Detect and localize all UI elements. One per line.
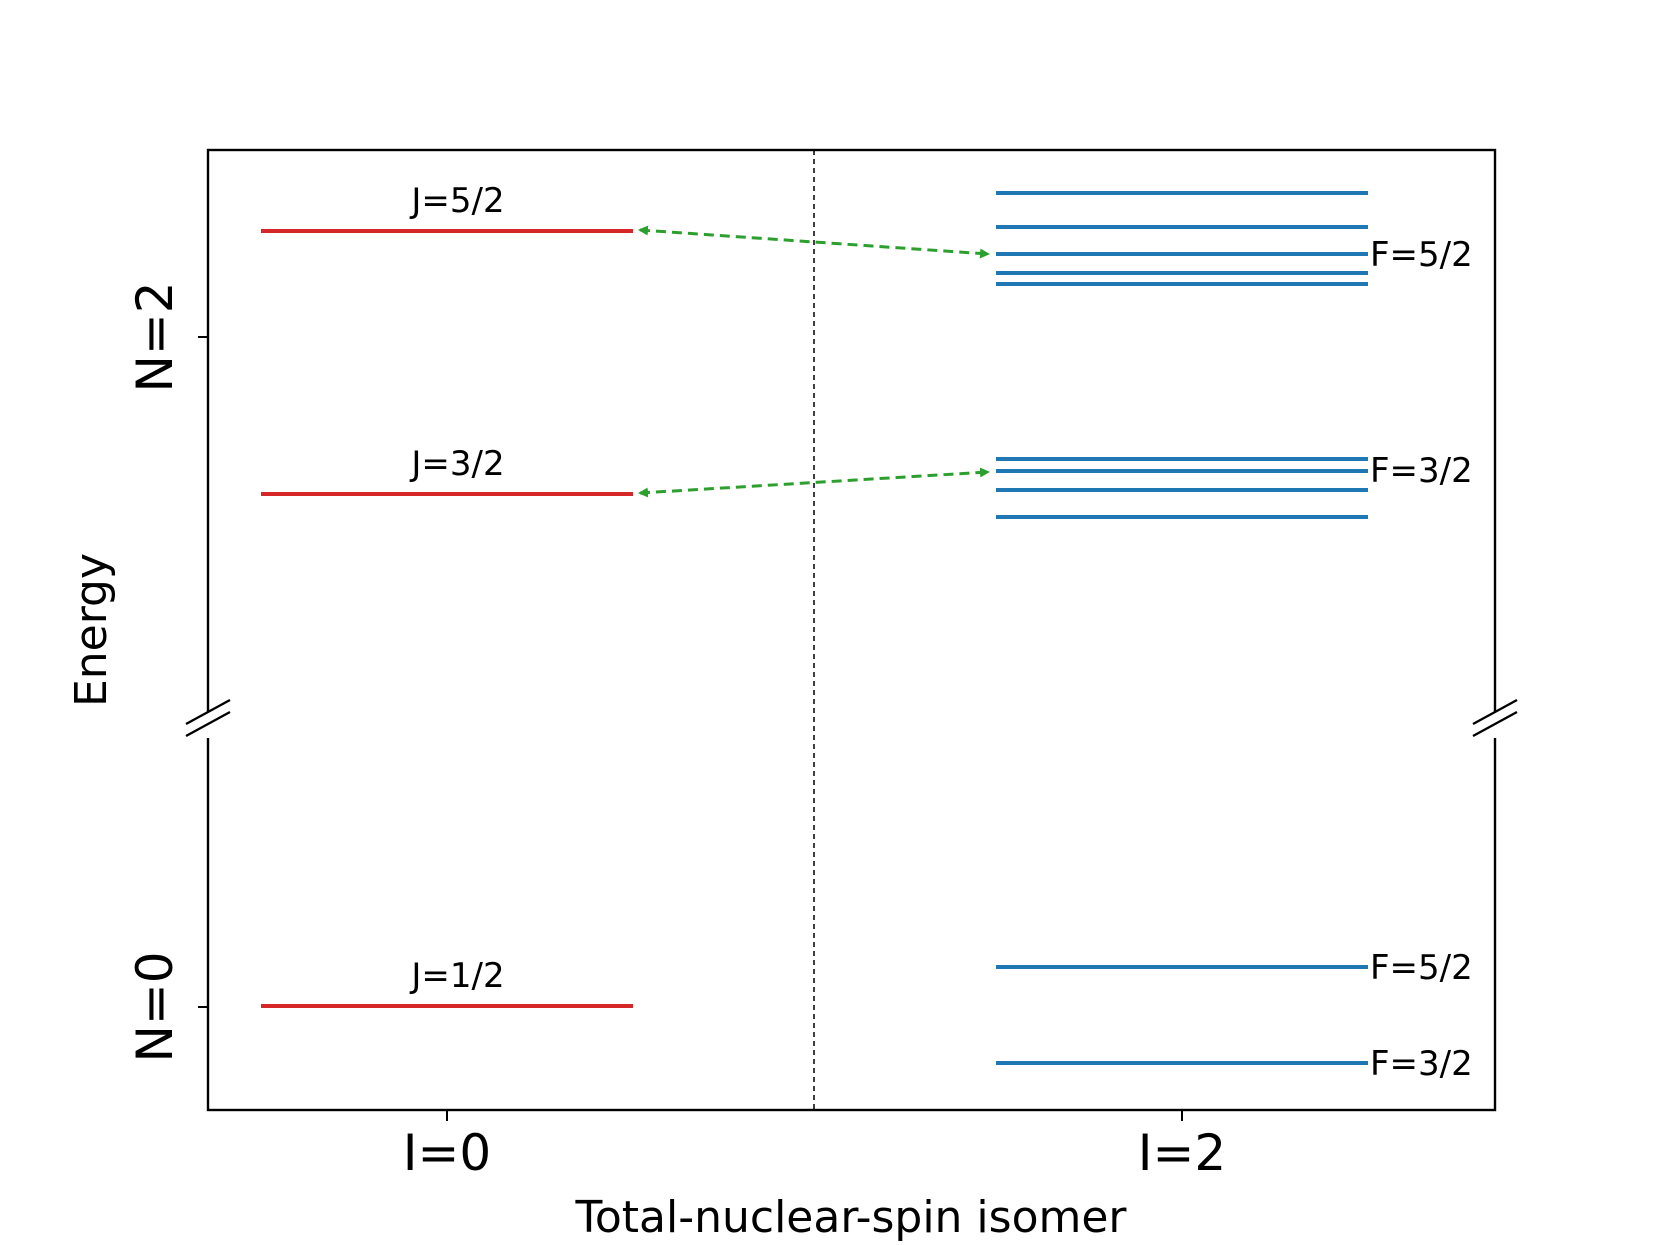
y-tick-label-n0: N=0 — [126, 951, 184, 1062]
i2-n0-group — [996, 965, 1368, 1065]
x-tick-label-i0: I=0 — [403, 1124, 491, 1182]
i2-n2-upper-label: F=5/2 — [1370, 235, 1473, 275]
i0-level-label-j52: J=5/2 — [409, 181, 504, 221]
plot-frame — [206, 148, 1497, 1112]
x-axis-label: Total-nuclear-spin isomer — [574, 1192, 1127, 1243]
x-tick-label-i2: I=2 — [1138, 1124, 1226, 1182]
i0-level-label-j12: J=1/2 — [409, 956, 504, 996]
axis-break-mark-left — [185, 698, 231, 738]
i2-n2-lower-label: F=3/2 — [1370, 451, 1473, 491]
i2-n2-lower-group — [996, 457, 1368, 519]
transition-arrow-j32-f32 — [638, 467, 990, 498]
i0-level-group — [261, 229, 633, 1008]
i2-n2-upper-group — [996, 191, 1368, 286]
i0-level-label-j32: J=3/2 — [409, 444, 504, 484]
y-axis-label: Energy — [66, 553, 117, 707]
i2-n0-upper-label: F=5/2 — [1370, 948, 1473, 988]
axis-break-mark-right — [1472, 698, 1518, 738]
transition-arrow-j52-f52 — [638, 225, 990, 259]
i2-n0-lower-label: F=3/2 — [1370, 1044, 1473, 1084]
y-tick-label-n2: N=2 — [126, 281, 184, 392]
